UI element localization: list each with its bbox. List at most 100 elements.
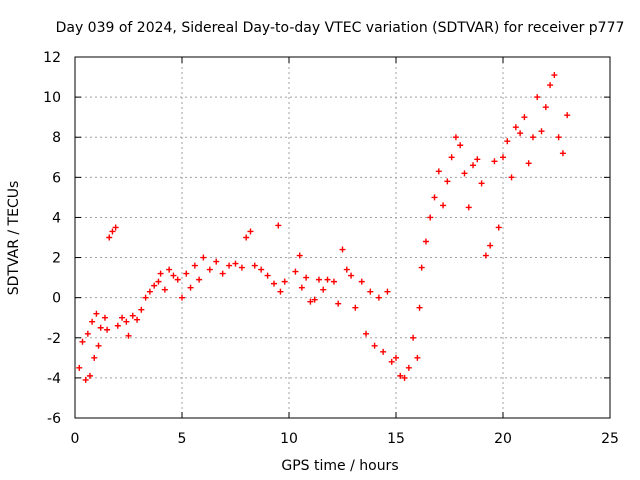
data-point — [564, 112, 571, 119]
data-point — [559, 150, 566, 157]
data-point — [161, 286, 168, 293]
data-point — [298, 284, 305, 291]
data-point — [89, 318, 96, 325]
data-point — [296, 252, 303, 259]
data-point — [444, 178, 451, 185]
data-point — [410, 334, 417, 341]
data-point — [491, 158, 498, 165]
y-tick-label: -6 — [47, 411, 61, 427]
data-point — [470, 162, 477, 169]
data-point — [422, 238, 429, 245]
data-point — [478, 180, 485, 187]
data-point — [142, 294, 149, 301]
data-point — [435, 168, 442, 175]
data-point — [525, 160, 532, 167]
data-point — [320, 286, 327, 293]
data-point — [482, 252, 489, 259]
data-point — [166, 266, 173, 273]
data-point — [416, 304, 423, 311]
data-point — [104, 326, 111, 333]
data-point — [375, 294, 382, 301]
data-point — [129, 312, 136, 319]
data-point — [264, 272, 271, 279]
data-point — [76, 364, 83, 371]
data-point — [504, 138, 511, 145]
data-point — [97, 324, 104, 331]
data-point — [348, 272, 355, 279]
data-point — [448, 154, 455, 161]
data-point — [114, 322, 121, 329]
data-point — [465, 204, 472, 211]
grid-lines — [75, 57, 610, 418]
data-point — [84, 330, 91, 337]
data-point — [457, 142, 464, 149]
data-point — [534, 94, 541, 101]
data-point — [79, 338, 86, 345]
x-axis-label: GPS time / hours — [281, 458, 398, 474]
data-point — [330, 278, 337, 285]
y-tick-label: 8 — [52, 130, 61, 146]
x-tick-label: 20 — [494, 431, 512, 447]
data-point — [367, 288, 374, 295]
y-axis: -6 -4 -2 0 2 4 6 8 10 12 — [43, 50, 610, 427]
data-point — [371, 342, 378, 349]
data-point — [243, 234, 250, 241]
data-point — [134, 316, 141, 323]
data-point — [271, 280, 278, 287]
data-point — [538, 128, 545, 135]
data-point — [529, 134, 536, 141]
data-point — [551, 72, 558, 79]
data-point — [86, 372, 93, 379]
x-tick-label: 25 — [601, 431, 619, 447]
y-tick-label: 0 — [52, 291, 61, 307]
data-point — [461, 170, 468, 177]
x-axis: 0 5 10 15 20 25 — [71, 57, 619, 447]
data-point — [174, 276, 181, 283]
data-point — [542, 104, 549, 111]
data-point — [405, 364, 412, 371]
data-point — [292, 268, 299, 275]
x-tick-label: 5 — [178, 431, 187, 447]
data-point — [196, 276, 203, 283]
data-point — [247, 228, 254, 235]
data-point — [187, 284, 194, 291]
data-point — [401, 374, 408, 381]
data-point — [91, 354, 98, 361]
data-point — [151, 282, 158, 289]
y-tick-label: 4 — [52, 210, 61, 226]
data-point — [238, 264, 245, 271]
data-point — [251, 262, 258, 269]
data-point — [414, 354, 421, 361]
data-point — [452, 134, 459, 141]
data-point — [517, 130, 524, 137]
data-point — [363, 330, 370, 337]
data-point — [119, 314, 126, 321]
data-point — [352, 304, 359, 311]
y-tick-label: 6 — [52, 170, 61, 186]
data-point — [170, 272, 177, 279]
data-point — [495, 224, 502, 231]
data-point — [508, 174, 515, 181]
data-point — [547, 82, 554, 89]
data-point — [339, 246, 346, 253]
data-point — [101, 314, 108, 321]
data-point — [384, 288, 391, 295]
y-axis-label: SDTVAR / TECUs — [6, 181, 22, 296]
data-point — [555, 134, 562, 141]
y-tick-label: 2 — [52, 251, 61, 267]
data-point — [315, 276, 322, 283]
data-point — [106, 234, 113, 241]
data-point — [277, 288, 284, 295]
data-point — [200, 254, 207, 261]
data-point — [95, 342, 102, 349]
y-tick-label: 12 — [43, 50, 61, 66]
data-point — [125, 332, 132, 339]
data-point — [324, 276, 331, 283]
data-point — [213, 258, 220, 265]
data-point — [335, 300, 342, 307]
data-point — [388, 358, 395, 365]
x-tick-label: 0 — [71, 431, 80, 447]
data-point — [226, 262, 233, 269]
data-point — [93, 310, 100, 317]
